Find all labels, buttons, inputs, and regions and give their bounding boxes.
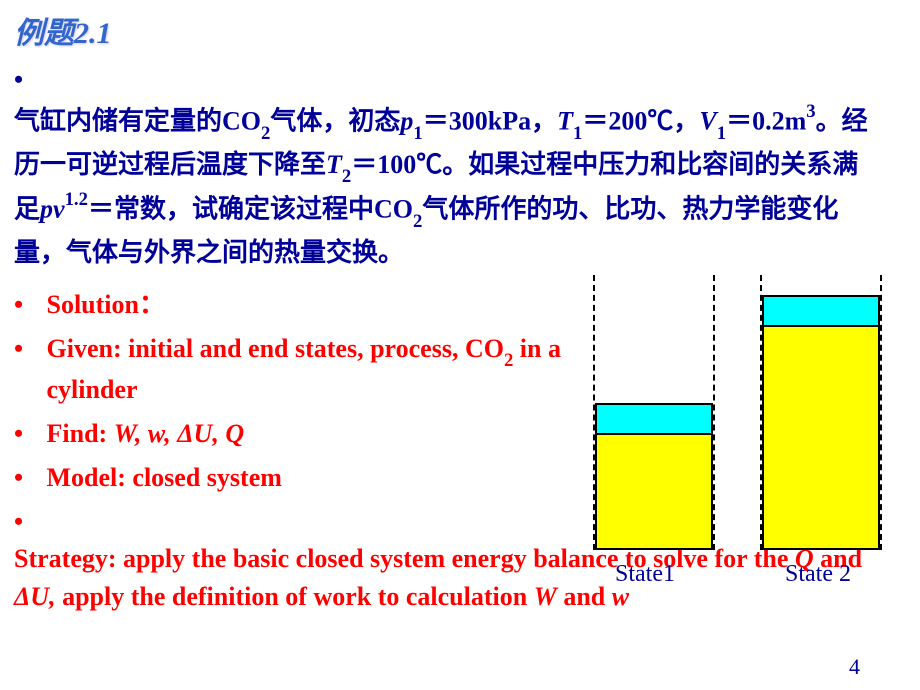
bullet-icon: • xyxy=(14,415,40,453)
bullet-icon: • xyxy=(14,459,40,497)
piston-state2 xyxy=(762,295,880,327)
bullet-icon: • xyxy=(14,503,40,541)
page-number: 4 xyxy=(849,654,860,680)
bullet-icon: • xyxy=(14,330,40,368)
gas-state1 xyxy=(595,435,713,550)
piston-state1 xyxy=(595,403,713,435)
solution-find-text: Find: W, w, ΔU, Q xyxy=(47,415,577,453)
slide-title: 例题2.1 xyxy=(0,0,920,60)
cylinder-diagram: State1 State 2 xyxy=(585,275,890,590)
bullet-icon: • xyxy=(14,60,40,100)
solution-model-text: Model: closed system xyxy=(47,459,577,497)
gas-state2 xyxy=(762,327,880,550)
problem-statement: • 气缸内储有定量的CO2气体，初态p1＝300kPa，T1＝200℃，V1＝0… xyxy=(0,60,920,283)
bullet-icon: • xyxy=(14,286,40,324)
solution-header-text: Solution： xyxy=(47,286,577,324)
problem-content: 气缸内储有定量的CO2气体，初态p1＝300kPa，T1＝200℃，V1＝0.2… xyxy=(14,100,874,273)
state2-label: State 2 xyxy=(785,561,851,588)
state1-label: State1 xyxy=(615,561,675,588)
solution-given-text: Given: initial and end states, process, … xyxy=(47,330,577,409)
